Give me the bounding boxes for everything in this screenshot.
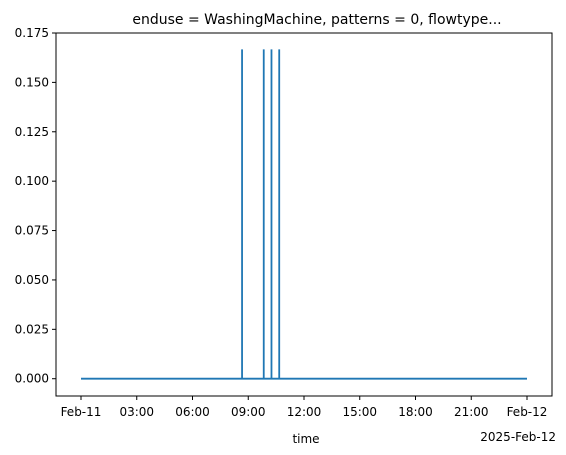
- plot-area-background: [56, 33, 552, 396]
- x-tick-label: Feb-11: [61, 405, 102, 419]
- x-tick-label: 12:00: [287, 405, 322, 419]
- y-tick-label: 0.100: [15, 174, 49, 188]
- plot-frame: [55, 32, 553, 397]
- series-layer: [81, 49, 527, 380]
- x-axis-label: time: [292, 432, 319, 446]
- x-tick-label: 18:00: [398, 405, 433, 419]
- x-tick-label: 21:00: [454, 405, 489, 419]
- x-tick-label: 09:00: [231, 405, 266, 419]
- x-tick-label: 06:00: [175, 405, 210, 419]
- y-tick-label: 0.050: [15, 273, 49, 287]
- y-tick-label: 0.175: [15, 26, 49, 40]
- y-tick-label: 0.150: [15, 75, 49, 89]
- y-tick-label: 0.025: [15, 322, 49, 336]
- series-line: [81, 49, 527, 380]
- x-axis-offset-label: 2025-Feb-12: [480, 430, 556, 444]
- x-tick-label: 03:00: [119, 405, 154, 419]
- x-tick-label: 15:00: [342, 405, 377, 419]
- y-tick-label: 0.000: [15, 372, 49, 386]
- x-tick-label: Feb-12: [507, 405, 548, 419]
- chart-title: enduse = WashingMachine, patterns = 0, f…: [132, 12, 501, 28]
- y-tick-label: 0.125: [15, 125, 49, 139]
- y-axis: 0.000 0.025 0.050 0.075 0.100 0.125 0.150 0.175: [15, 26, 56, 386]
- x-axis: Feb-11 03:00 06:00 09:00 12:00 15:00 18:00 21:0…: [61, 396, 548, 419]
- y-tick-label: 0.075: [15, 224, 49, 238]
